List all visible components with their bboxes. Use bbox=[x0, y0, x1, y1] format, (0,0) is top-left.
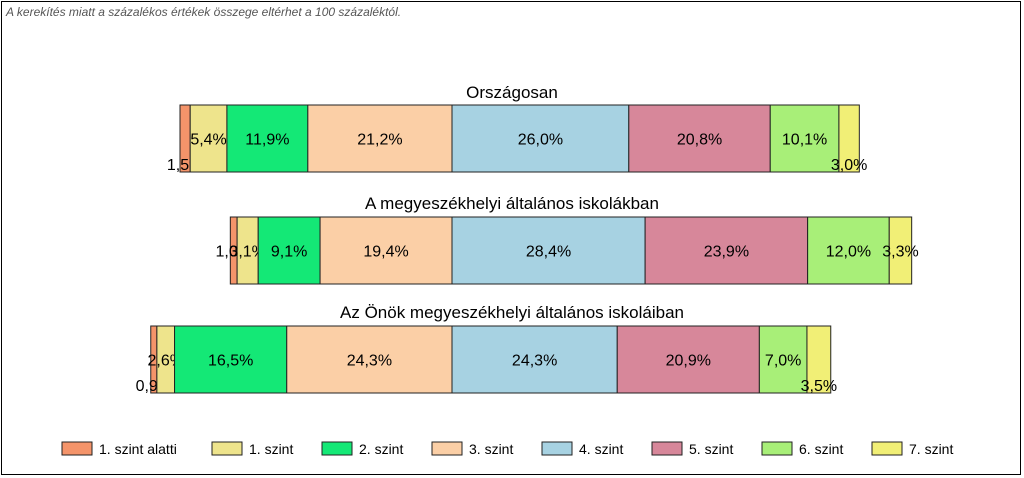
legend-label: 3. szint bbox=[469, 441, 513, 457]
bar-segment bbox=[319, 216, 453, 285]
value-label: 23,9% bbox=[704, 244, 749, 261]
legend-swatch bbox=[651, 441, 683, 456]
legend-swatch bbox=[321, 441, 353, 456]
row-title: Az Önök megyeszékhelyi általános iskolái… bbox=[340, 303, 684, 322]
value-label: 12,0% bbox=[826, 244, 871, 261]
bar-segment bbox=[838, 104, 860, 173]
value-label: 20,9% bbox=[666, 353, 711, 370]
bar-segment bbox=[644, 216, 809, 285]
value-label: 3,0% bbox=[831, 157, 867, 174]
legend-label: 2. szint bbox=[359, 441, 403, 457]
value-label: 24,3% bbox=[512, 353, 557, 370]
value-label: 3,1% bbox=[229, 244, 265, 261]
bar-segment bbox=[451, 104, 630, 173]
legend-swatch bbox=[431, 441, 463, 456]
bar-segment bbox=[257, 216, 321, 285]
bar-segment bbox=[806, 325, 832, 394]
value-label: 10,1% bbox=[782, 132, 827, 149]
row-title: Országosan bbox=[466, 83, 558, 102]
legend-swatch bbox=[61, 441, 93, 456]
value-label: 24,3% bbox=[347, 353, 392, 370]
value-label: 26,0% bbox=[518, 132, 563, 149]
bar-segment bbox=[807, 216, 890, 285]
legend-swatch bbox=[871, 441, 903, 456]
legend-label: 1. szint alatti bbox=[99, 441, 177, 457]
legend-label: 1. szint bbox=[249, 441, 293, 457]
legend-swatch bbox=[541, 441, 573, 456]
bar-segment bbox=[888, 216, 913, 285]
legend-label: 6. szint bbox=[799, 441, 843, 457]
value-label: 21,2% bbox=[357, 132, 402, 149]
value-label: 9,1% bbox=[271, 244, 307, 261]
legend-label: 4. szint bbox=[579, 441, 623, 457]
legend-swatch bbox=[211, 441, 243, 456]
legend-label: 5. szint bbox=[689, 441, 733, 457]
bar-segment bbox=[628, 104, 771, 173]
bar-segment bbox=[307, 104, 453, 173]
value-label: 5,4% bbox=[190, 132, 226, 149]
value-label: 20,8% bbox=[677, 132, 722, 149]
legend-label: 7. szint bbox=[909, 441, 953, 457]
bar-segment bbox=[451, 216, 646, 285]
value-label: 3,5% bbox=[801, 378, 837, 395]
value-label: 11,9% bbox=[245, 132, 289, 149]
bar-segment bbox=[189, 104, 228, 173]
bar-segment bbox=[451, 325, 618, 394]
value-label: 3,3% bbox=[882, 244, 918, 261]
bar-segment bbox=[226, 104, 309, 173]
bar-segment bbox=[769, 104, 840, 173]
bar-segment bbox=[616, 325, 760, 394]
legend-swatch bbox=[761, 441, 793, 456]
value-label: 28,4% bbox=[526, 244, 571, 261]
bar-segment bbox=[286, 325, 453, 394]
bar-segment bbox=[174, 325, 288, 394]
value-label: 7,0% bbox=[765, 353, 801, 370]
value-label: 16,5% bbox=[208, 353, 253, 370]
rounding-note: A kerekítés miatt a százalékos értékek ö… bbox=[6, 5, 402, 19]
value-label: 19,4% bbox=[363, 244, 408, 261]
row-title: A megyeszékhelyi általános iskolákban bbox=[365, 194, 659, 213]
